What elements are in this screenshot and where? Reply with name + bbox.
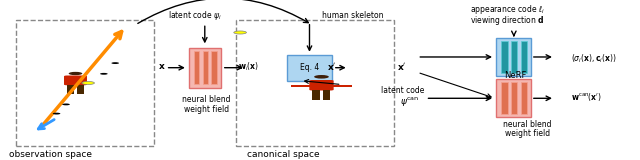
FancyBboxPatch shape: [323, 90, 330, 100]
Circle shape: [82, 81, 95, 84]
FancyBboxPatch shape: [496, 38, 531, 76]
FancyBboxPatch shape: [287, 55, 332, 81]
FancyBboxPatch shape: [309, 80, 333, 91]
FancyBboxPatch shape: [501, 82, 508, 114]
FancyBboxPatch shape: [189, 48, 221, 88]
FancyBboxPatch shape: [496, 79, 531, 117]
Text: appearance code $\ell_i$: appearance code $\ell_i$: [470, 3, 545, 16]
Circle shape: [52, 113, 60, 115]
FancyBboxPatch shape: [67, 84, 74, 94]
Text: neural blend: neural blend: [182, 95, 231, 104]
Text: observation space: observation space: [9, 150, 92, 159]
Text: latent code: latent code: [381, 86, 424, 95]
Circle shape: [68, 72, 83, 75]
Circle shape: [62, 104, 70, 105]
FancyBboxPatch shape: [202, 51, 209, 84]
Text: $\mathbf{w}^{\mathrm{can}}(\mathbf{x}')$: $\mathbf{w}^{\mathrm{can}}(\mathbf{x}')$: [571, 91, 602, 103]
Text: NeRF: NeRF: [504, 71, 527, 80]
FancyBboxPatch shape: [211, 51, 218, 84]
Text: viewing direction $\mathbf{d}$: viewing direction $\mathbf{d}$: [470, 14, 545, 27]
FancyBboxPatch shape: [511, 82, 518, 114]
FancyBboxPatch shape: [64, 76, 87, 85]
FancyBboxPatch shape: [330, 85, 352, 87]
Circle shape: [314, 75, 329, 79]
Text: $\mathbf{w}_i(\mathbf{x})$: $\mathbf{w}_i(\mathbf{x})$: [237, 61, 259, 73]
Circle shape: [100, 73, 108, 75]
FancyBboxPatch shape: [194, 51, 200, 84]
Circle shape: [234, 31, 246, 34]
Text: latent code $\psi_i$: latent code $\psi_i$: [168, 9, 222, 22]
FancyBboxPatch shape: [511, 41, 518, 73]
FancyBboxPatch shape: [291, 85, 313, 87]
FancyBboxPatch shape: [521, 82, 527, 114]
FancyBboxPatch shape: [312, 90, 320, 100]
Circle shape: [111, 62, 119, 64]
Text: $(\sigma_i(\mathbf{x}), \mathbf{c}_i(\mathbf{x}))$: $(\sigma_i(\mathbf{x}), \mathbf{c}_i(\ma…: [571, 52, 616, 65]
FancyBboxPatch shape: [501, 41, 508, 73]
Text: weight field: weight field: [184, 104, 229, 113]
Text: $\mathbf{x}'$: $\mathbf{x}'$: [328, 61, 337, 72]
Text: $\psi^{\mathrm{can}}$: $\psi^{\mathrm{can}}$: [400, 95, 419, 108]
Text: weight field: weight field: [504, 129, 550, 138]
Text: neural blend: neural blend: [503, 120, 551, 129]
Text: Eq. 4: Eq. 4: [300, 63, 319, 72]
Text: canonical space: canonical space: [247, 150, 320, 159]
Text: $\mathbf{x}'$: $\mathbf{x}'$: [397, 61, 406, 72]
Text: $\mathbf{x}$: $\mathbf{x}$: [158, 62, 166, 71]
FancyBboxPatch shape: [521, 41, 527, 73]
Text: human skeleton: human skeleton: [323, 11, 384, 20]
FancyBboxPatch shape: [77, 84, 84, 94]
